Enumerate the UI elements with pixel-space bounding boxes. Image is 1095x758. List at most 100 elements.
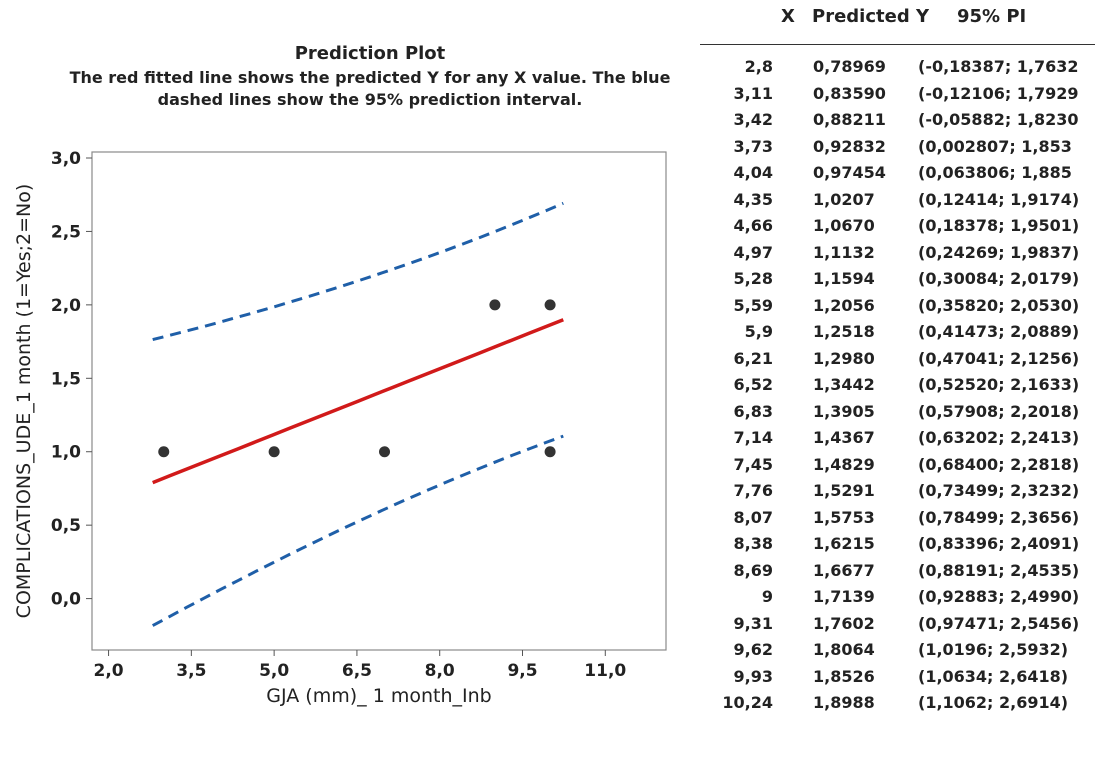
cell-x: 6,83 bbox=[733, 401, 773, 421]
data-point bbox=[489, 299, 501, 311]
table-row: 5,28 1,1594 (0,30084; 2,0179) bbox=[700, 269, 1095, 293]
cell-predicted-y: 1,0670 bbox=[813, 216, 875, 235]
table-row: 6,52 1,3442 (0,52520; 2,1633) bbox=[700, 375, 1095, 399]
cell-95-pi: (0,97471; 2,5456) bbox=[918, 613, 1080, 633]
y-tick-label: 0,5 bbox=[51, 516, 81, 536]
table-row: 7,45 1,4829 (0,68400; 2,2818) bbox=[700, 455, 1095, 479]
cell-predicted-y: 0,78969 bbox=[813, 57, 886, 76]
cell-95-pi: (0,83396; 2,4091) bbox=[918, 534, 1080, 553]
y-axis-label: COMPLICATIONS_UDE_1 month (1=Yes;2=No) bbox=[13, 184, 35, 619]
plot-title: Prediction Plot bbox=[294, 43, 446, 64]
cell-95-pi: (0,063806; 1,885 bbox=[918, 163, 1072, 182]
cell-x: 4,04 bbox=[733, 163, 773, 182]
y-tick-label: 1,0 bbox=[51, 443, 81, 463]
x-tick-label: 2,0 bbox=[93, 661, 123, 681]
cell-x: 10,24 bbox=[722, 693, 773, 712]
cell-predicted-y: 1,3905 bbox=[813, 401, 875, 421]
cell-predicted-y: 0,83590 bbox=[813, 83, 886, 103]
cell-x: 7,76 bbox=[733, 481, 773, 500]
cell-predicted-y: 1,0207 bbox=[813, 189, 875, 209]
cell-predicted-y: 1,5291 bbox=[813, 481, 875, 500]
y-tick-label: 2,0 bbox=[51, 296, 81, 316]
cell-95-pi: (0,52520; 2,1633) bbox=[918, 375, 1080, 394]
cell-95-pi: (1,1062; 2,6914) bbox=[918, 693, 1069, 712]
table-row: 9,93 1,8526 (1,0634; 2,6418) bbox=[700, 667, 1095, 691]
y-tick-label: 0,0 bbox=[51, 590, 81, 610]
table-header-divider bbox=[700, 44, 1095, 45]
cell-predicted-y: 1,3442 bbox=[813, 375, 875, 394]
table-row: 6,83 1,3905 (0,57908; 2,2018) bbox=[700, 402, 1095, 426]
x-axis-label: GJA (mm)_ 1 month_Inb bbox=[266, 685, 491, 707]
plot-subtitle-line-2: dashed lines show the 95% prediction int… bbox=[157, 90, 583, 109]
x-axis-ticks: 2,0 3,5 5,0 6,5 8,0 9,5 11,0 bbox=[93, 650, 626, 681]
cell-predicted-y: 1,4829 bbox=[813, 454, 875, 474]
cell-x: 6,52 bbox=[733, 375, 773, 394]
y-tick-label: 3,0 bbox=[51, 149, 81, 169]
cell-95-pi: (0,73499; 2,3232) bbox=[918, 481, 1080, 500]
x-tick-label: 6,5 bbox=[342, 661, 372, 681]
cell-x: 3,11 bbox=[733, 83, 773, 103]
x-tick-label: 11,0 bbox=[584, 661, 626, 681]
cell-95-pi: (0,35820; 2,0530) bbox=[918, 295, 1080, 315]
table-row: 9,31 1,7602 (0,97471; 2,5456) bbox=[700, 614, 1095, 638]
cell-95-pi: (0,63202; 2,2413) bbox=[918, 428, 1080, 447]
cell-95-pi: (0,78499; 2,3656) bbox=[918, 507, 1080, 527]
table-row: 3,11 0,83590 (-0,12106; 1,7929 bbox=[700, 84, 1095, 108]
table-row: 4,66 1,0670 (0,18378; 1,9501) bbox=[700, 216, 1095, 240]
cell-95-pi: (-0,12106; 1,7929 bbox=[918, 83, 1079, 103]
x-tick-label: 3,5 bbox=[176, 661, 206, 681]
y-tick-label: 1,5 bbox=[51, 369, 81, 389]
plot-subtitle: The red fitted line shows the predicted … bbox=[0, 67, 740, 111]
cell-predicted-y: 1,8988 bbox=[813, 693, 875, 712]
x-tick-label: 5,0 bbox=[259, 661, 289, 681]
header-predicted-y: Predicted Y bbox=[812, 6, 929, 27]
y-tick-label: 2,5 bbox=[51, 222, 81, 242]
cell-predicted-y: 1,1132 bbox=[813, 242, 875, 262]
cell-x: 3,42 bbox=[733, 110, 773, 129]
x-tick-label: 9,5 bbox=[507, 661, 537, 681]
table-row: 10,24 1,8988 (1,1062; 2,6914) bbox=[700, 693, 1095, 717]
data-point bbox=[544, 446, 556, 458]
table-row: 8,38 1,6215 (0,83396; 2,4091) bbox=[700, 534, 1095, 558]
cell-x: 4,97 bbox=[733, 242, 773, 262]
cell-predicted-y: 1,8526 bbox=[813, 666, 875, 686]
cell-95-pi: (0,57908; 2,2018) bbox=[918, 401, 1080, 421]
prediction-plot: 0,0 0,5 1,0 1,5 2,0 2,5 3,0 2,0 3,5 5,0 6,5 8,0 9,5… bbox=[13, 149, 667, 707]
table-row: 5,9 1,2518 (0,41473; 2,0889) bbox=[700, 322, 1095, 346]
table-row: 5,59 1,2056 (0,35820; 2,0530) bbox=[700, 296, 1095, 320]
data-point bbox=[379, 446, 391, 458]
cell-predicted-y: 1,6215 bbox=[813, 534, 875, 553]
cell-predicted-y: 1,2056 bbox=[813, 295, 875, 315]
cell-predicted-y: 0,97454 bbox=[813, 163, 886, 182]
cell-predicted-y: 1,4367 bbox=[813, 428, 875, 447]
cell-95-pi: (1,0634; 2,6418) bbox=[918, 666, 1069, 686]
table-row: 9 1,7139 (0,92883; 2,4990) bbox=[700, 587, 1095, 611]
table-row: 6,21 1,2980 (0,47041; 2,1256) bbox=[700, 349, 1095, 373]
cell-predicted-y: 1,5753 bbox=[813, 507, 875, 527]
data-points bbox=[158, 299, 556, 458]
data-point bbox=[544, 299, 556, 311]
header-x: X bbox=[781, 6, 795, 27]
cell-95-pi: (0,002807; 1,853 bbox=[918, 136, 1072, 156]
fitted-line bbox=[152, 318, 564, 485]
cell-x: 9,31 bbox=[733, 613, 773, 633]
cell-95-pi: (0,18378; 1,9501) bbox=[918, 216, 1080, 235]
table-row: 9,62 1,8064 (1,0196; 2,5932) bbox=[700, 640, 1095, 664]
cell-predicted-y: 0,92832 bbox=[813, 136, 886, 156]
x-tick-label: 8,0 bbox=[425, 661, 455, 681]
cell-predicted-y: 1,2980 bbox=[813, 348, 875, 368]
cell-predicted-y: 1,1594 bbox=[813, 269, 875, 288]
table-row: 3,42 0,88211 (-0,05882; 1,8230 bbox=[700, 110, 1095, 134]
table-row: 2,8 0,78969 (-0,18387; 1,7632 bbox=[700, 57, 1095, 81]
cell-x: 4,35 bbox=[733, 189, 773, 209]
cell-predicted-y: 1,8064 bbox=[813, 640, 875, 659]
table-row: 7,14 1,4367 (0,63202; 2,2413) bbox=[700, 428, 1095, 452]
cell-x: 9,62 bbox=[733, 640, 773, 659]
pi-upper-line bbox=[152, 201, 564, 342]
cell-95-pi: (0,30084; 2,0179) bbox=[918, 269, 1080, 288]
data-point bbox=[158, 446, 170, 458]
cell-x: 4,66 bbox=[733, 216, 773, 235]
cell-x: 8,69 bbox=[733, 560, 773, 580]
cell-x: 5,9 bbox=[744, 322, 773, 341]
cell-x: 6,21 bbox=[733, 348, 773, 368]
